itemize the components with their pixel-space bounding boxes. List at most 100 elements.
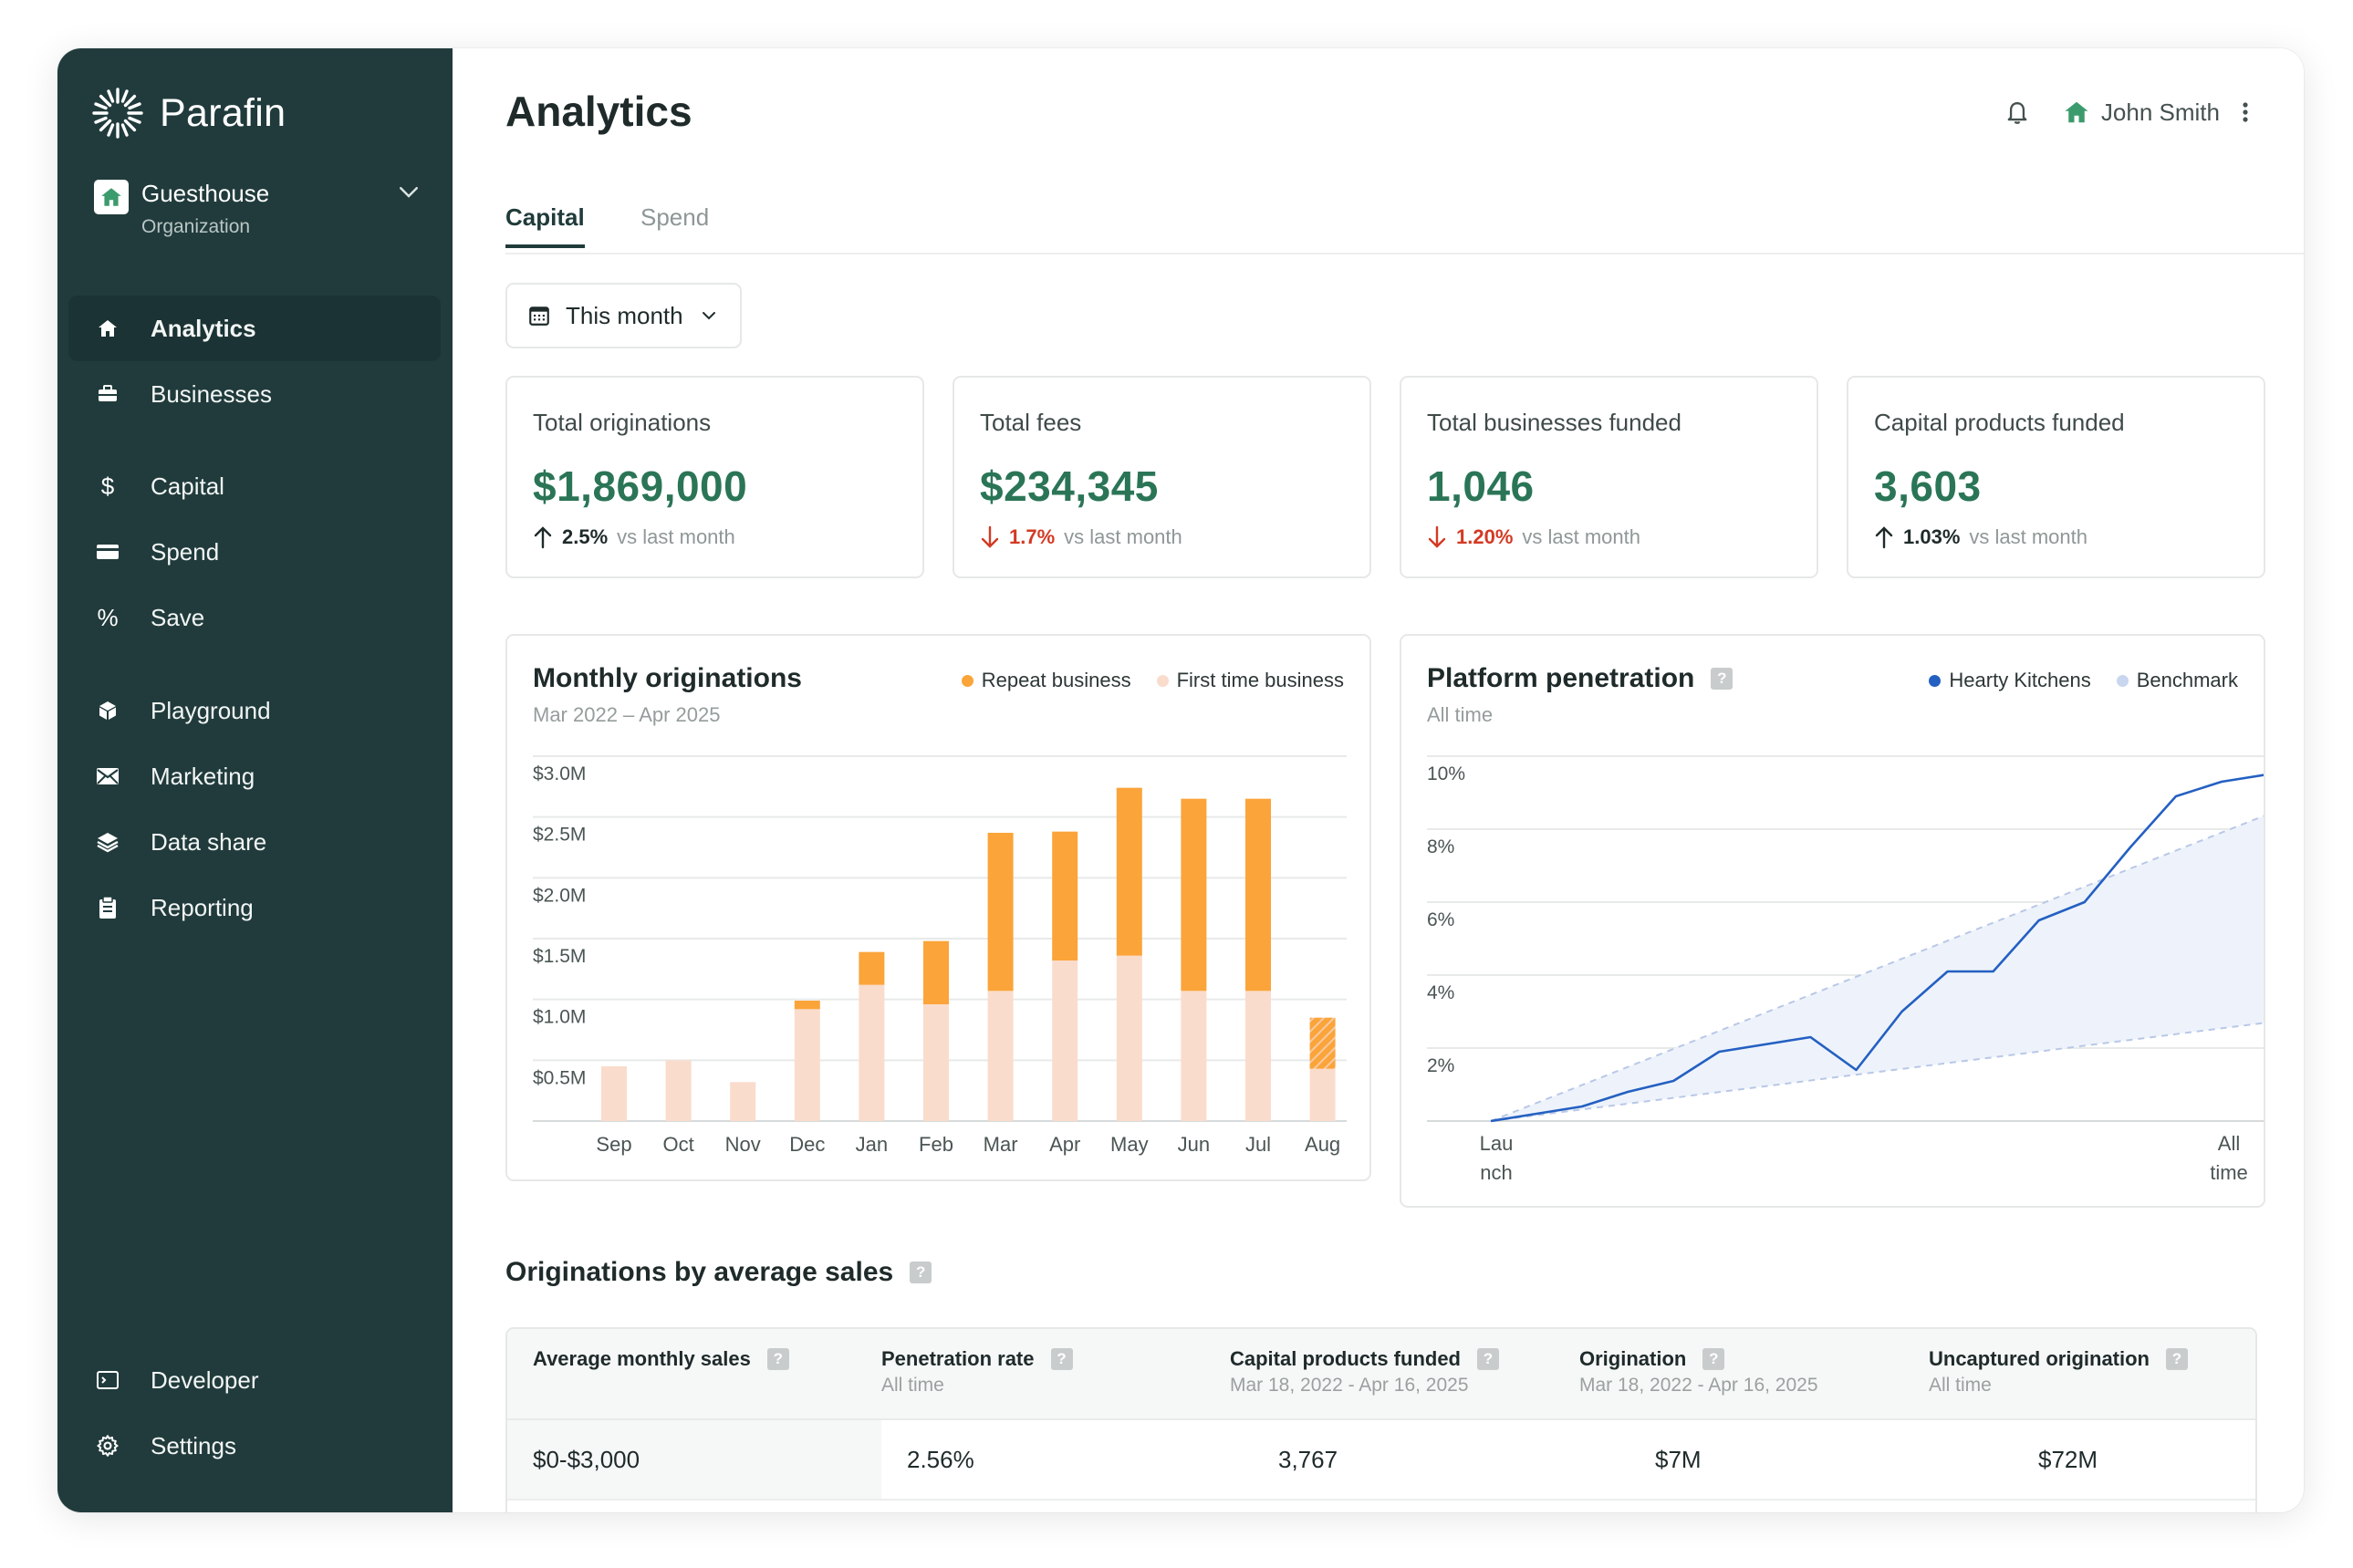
monthly-originations-chart: $3.0M $2.5M $2.0M $1.5M $1.0M $0.5M Sep Oct Nov D… <box>533 755 1347 1156</box>
more-vertical-icon[interactable] <box>2240 99 2251 126</box>
parafin-logo-icon <box>92 88 143 139</box>
table-cell: 3,767 <box>1278 1446 1338 1473</box>
table-row[interactable]: $0-$3,000 2.56% 3,767 $7M $72M <box>507 1420 2255 1501</box>
organization-type: Organization <box>141 216 251 237</box>
y-tick-label: 2% <box>1427 1055 1454 1076</box>
column-header-sub: All time <box>1929 1375 1992 1396</box>
column-header[interactable]: Uncaptured origination? All time <box>1929 1347 2188 1397</box>
tab-spend[interactable]: Spend <box>640 203 710 231</box>
monthly-originations-card: Monthly originations Mar 2022 – Apr 2025… <box>505 634 1371 1181</box>
chart-legend: Hearty Kitchens Benchmark <box>1929 669 2238 692</box>
kpi-label: Total businesses funded <box>1427 409 1681 436</box>
column-header-sub: Mar 18, 2022 - Apr 16, 2025 <box>1579 1375 1818 1396</box>
arrow-down-icon <box>981 525 999 548</box>
arrow-up-icon <box>534 526 552 549</box>
bar-repeat <box>1116 787 1142 956</box>
x-tick-label: Sep <box>596 1133 631 1156</box>
sidebar-item-spend[interactable]: Spend <box>68 519 453 585</box>
legend-label: First time business <box>1176 669 1344 691</box>
kpi-label: Total originations <box>533 409 712 436</box>
sidebar-item-label: Capital <box>151 472 224 500</box>
briefcase-icon <box>96 382 120 406</box>
column-header-label: Origination <box>1579 1347 1687 1370</box>
sidebar-item-save[interactable]: % Save <box>68 585 453 650</box>
help-icon[interactable]: ? <box>1477 1348 1499 1370</box>
period-selector[interactable]: This month <box>505 283 742 348</box>
sidebar-item-playground[interactable]: Playground <box>68 678 453 743</box>
legend-dot <box>1156 674 1169 687</box>
bar-first-time <box>601 1066 627 1121</box>
help-icon[interactable]: ? <box>1050 1348 1073 1370</box>
kpi-card-total-originations: Total originations $1,869,000 2.5% vs la… <box>505 376 924 578</box>
sidebar-item-data-share[interactable]: Data share <box>68 809 453 875</box>
kpi-delta: 1.7% vs last month <box>980 525 1182 549</box>
column-header[interactable]: Capital products funded? Mar 18, 2022 - … <box>1230 1347 1499 1397</box>
column-header[interactable]: Origination? Mar 18, 2022 - Apr 16, 2025 <box>1579 1347 1818 1397</box>
kpi-delta-value: 2.5% <box>562 525 609 548</box>
kpi-value: 1,046 <box>1427 462 1535 510</box>
kpi-delta-value: 1.20% <box>1456 525 1514 548</box>
sidebar-item-settings[interactable]: Settings <box>68 1413 453 1479</box>
cube-icon <box>96 699 120 722</box>
y-tick-label: $1.5M <box>533 946 586 967</box>
credit-card-icon <box>96 540 120 564</box>
originations-table: Average monthly sales? Penetration rate?… <box>505 1327 2257 1512</box>
section-title-row: Originations by average sales ? <box>505 1257 932 1288</box>
sidebar-item-label: Marketing <box>151 762 255 790</box>
legend-item-first-time: First time business <box>1156 669 1344 692</box>
table-header: Average monthly sales? Penetration rate?… <box>507 1329 2255 1420</box>
tab-bar: Capital Spend <box>505 203 2304 254</box>
bar-repeat <box>1245 798 1271 992</box>
bar-repeat <box>1181 798 1207 992</box>
calendar-icon <box>529 306 549 326</box>
sidebar-item-developer[interactable]: Developer <box>68 1347 453 1413</box>
percent-icon: % <box>97 603 119 631</box>
x-tick-label: Jan <box>856 1133 888 1156</box>
help-icon[interactable]: ? <box>1702 1348 1725 1370</box>
chart-subtitle: All time <box>1427 703 1494 726</box>
bar-first-time <box>987 991 1014 1121</box>
column-header-label: Penetration rate <box>881 1347 1035 1370</box>
app-window: Parafin Guesthouse Organization Analytic… <box>57 48 2304 1512</box>
legend-item-benchmark: Benchmark <box>2116 669 2238 692</box>
help-icon[interactable]: ? <box>766 1348 789 1370</box>
bell-icon[interactable] <box>2004 99 2030 126</box>
bar-repeat <box>987 833 1014 992</box>
kpi-delta-caption: vs last month <box>1969 525 2088 548</box>
sidebar-item-capital[interactable]: $ Capital <box>68 453 453 519</box>
brand-logo[interactable]: Parafin <box>90 83 286 143</box>
legend-label: Benchmark <box>2136 669 2238 691</box>
dollar-icon: $ <box>100 472 115 500</box>
tab-capital[interactable]: Capital <box>505 203 585 248</box>
help-icon[interactable]: ? <box>910 1262 932 1283</box>
x-tick-label: Apr <box>1049 1133 1080 1156</box>
help-icon[interactable]: ? <box>2166 1348 2188 1370</box>
kpi-delta: 1.20% vs last month <box>1427 525 1640 549</box>
kpi-value: $1,869,000 <box>533 462 748 510</box>
kpi-card-total-businesses-funded: Total businesses funded 1,046 1.20% vs l… <box>1400 376 1818 578</box>
benchmark-upper-line <box>1490 815 2264 1122</box>
platform-penetration-chart: 10% 8% 6% 4% 2% Lau nch All time <box>1427 755 2264 1184</box>
sidebar-item-label: Data share <box>151 827 267 856</box>
x-tick-label: May <box>1110 1133 1149 1156</box>
sidebar-item-label: Analytics <box>151 314 256 342</box>
column-header[interactable]: Penetration rate? All time <box>881 1347 1073 1397</box>
sidebar-item-businesses[interactable]: Businesses <box>68 361 453 427</box>
x-tick-label: Dec <box>789 1133 825 1156</box>
sidebar-item-reporting[interactable]: Reporting <box>68 875 453 940</box>
sidebar-item-label: Save <box>151 603 205 631</box>
chart-subtitle: Mar 2022 – Apr 2025 <box>533 703 721 726</box>
table-cell: 2.56% <box>907 1446 974 1473</box>
sidebar-item-analytics[interactable]: Analytics <box>68 296 441 361</box>
column-header[interactable]: Average monthly sales? <box>533 1347 789 1371</box>
sidebar-item-label: Playground <box>151 696 271 724</box>
sidebar-item-marketing[interactable]: Marketing <box>68 743 453 809</box>
chevron-down-icon[interactable] <box>395 178 422 205</box>
legend-dot <box>1929 674 1942 687</box>
kpi-delta-value: 1.03% <box>1903 525 1961 548</box>
help-icon[interactable]: ? <box>1711 668 1734 690</box>
organization-switcher[interactable]: Guesthouse Organization <box>94 176 422 249</box>
kpi-delta-caption: vs last month <box>617 525 735 548</box>
row-label-cell-bg <box>507 1420 881 1499</box>
user-menu[interactable]: John Smith <box>2063 99 2220 127</box>
